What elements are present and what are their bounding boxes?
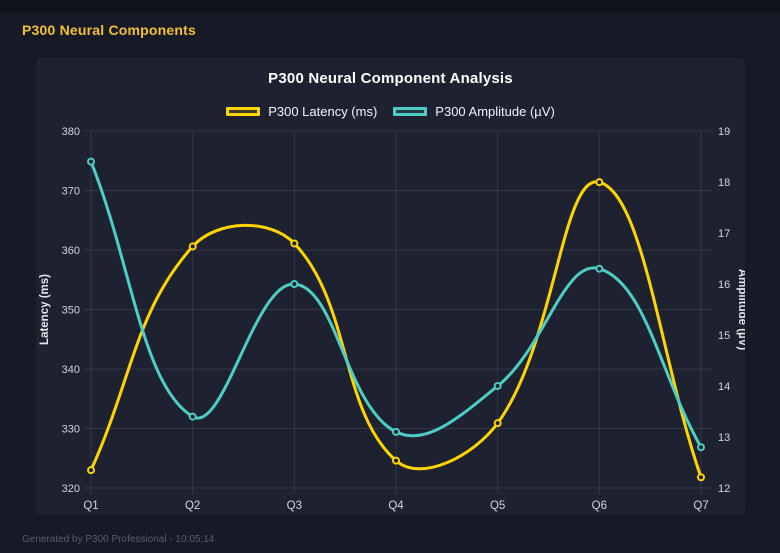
y-right-tick-label: 16 bbox=[718, 279, 730, 291]
data-point-marker[interactable] bbox=[87, 157, 95, 166]
data-point-marker[interactable] bbox=[87, 466, 95, 475]
y-left-tick-label: 350 bbox=[62, 305, 80, 317]
data-point-marker[interactable] bbox=[290, 239, 299, 248]
y-left-tick-label: 370 bbox=[62, 186, 80, 198]
x-tick-label: Q1 bbox=[83, 500, 98, 512]
y-left-tick-label: 340 bbox=[62, 364, 80, 376]
y-left-tick-label: 330 bbox=[62, 424, 80, 436]
legend-swatch-amplitude-icon bbox=[393, 107, 428, 116]
x-tick-label: Q7 bbox=[693, 500, 708, 512]
legend-label-amplitude: P300 Amplitude (µV) bbox=[435, 104, 555, 119]
y-right-tick-label: 18 bbox=[718, 177, 730, 189]
y-left-tick-label: 320 bbox=[62, 483, 80, 495]
y-right-tick-label: 12 bbox=[718, 483, 730, 495]
data-point-marker[interactable] bbox=[290, 280, 299, 288]
y-right-tick-label: 14 bbox=[718, 381, 730, 393]
data-point-marker[interactable] bbox=[188, 242, 197, 251]
y-left-axis-title: Latency (ms) bbox=[39, 274, 51, 345]
x-tick-label: Q2 bbox=[185, 500, 200, 512]
page-title: P300 Neural Components bbox=[22, 22, 196, 38]
x-tick-label: Q5 bbox=[490, 500, 505, 512]
y-right-tick-label: 13 bbox=[718, 432, 730, 444]
data-point-marker[interactable] bbox=[392, 427, 400, 436]
legend-label-latency: P300 Latency (ms) bbox=[268, 104, 378, 119]
footer-text: Generated by P300 Professional - 10:05:1… bbox=[22, 534, 215, 545]
data-point-marker[interactable] bbox=[188, 412, 197, 421]
chart-title: P300 Neural Component Analysis bbox=[268, 70, 513, 87]
data-point-marker[interactable] bbox=[697, 473, 705, 482]
window-top-strip bbox=[0, 0, 780, 12]
y-right-tick-label: 19 bbox=[718, 126, 730, 138]
y-right-axis-title: Amplitude (µV) bbox=[736, 269, 745, 351]
y-left-tick-label: 380 bbox=[62, 126, 80, 138]
data-point-marker[interactable] bbox=[392, 456, 400, 465]
chart-legend: P300 Latency (ms) P300 Amplitude (µV) bbox=[36, 104, 745, 119]
data-point-marker[interactable] bbox=[493, 419, 502, 428]
chart-plot-area[interactable]: 320 330 340 350 360 370 380 12 13 14 15 16 17 18 19 Q1 Q… bbox=[36, 58, 745, 515]
y-right-tick-label: 17 bbox=[718, 228, 730, 240]
legend-swatch-latency-icon bbox=[226, 107, 261, 116]
y-right-tick-label: 15 bbox=[718, 330, 730, 342]
x-tick-label: Q3 bbox=[287, 500, 302, 512]
x-tick-label: Q6 bbox=[592, 500, 607, 512]
legend-item-latency[interactable]: P300 Latency (ms) bbox=[226, 104, 377, 119]
data-point-marker[interactable] bbox=[697, 443, 705, 452]
x-tick-label: Q4 bbox=[388, 500, 404, 512]
chart-card: 320 330 340 350 360 370 380 12 13 14 15 16 17 18 19 Q1 Q… bbox=[36, 58, 745, 515]
y-left-tick-label: 360 bbox=[62, 245, 80, 257]
data-point-marker[interactable] bbox=[595, 178, 604, 187]
legend-item-amplitude[interactable]: P300 Amplitude (µV) bbox=[393, 104, 555, 119]
data-point-marker[interactable] bbox=[595, 264, 604, 273]
data-point-marker[interactable] bbox=[493, 382, 502, 390]
